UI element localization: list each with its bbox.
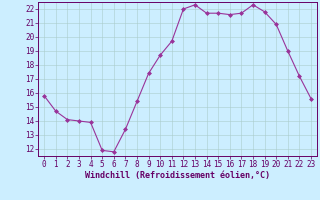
X-axis label: Windchill (Refroidissement éolien,°C): Windchill (Refroidissement éolien,°C) bbox=[85, 171, 270, 180]
